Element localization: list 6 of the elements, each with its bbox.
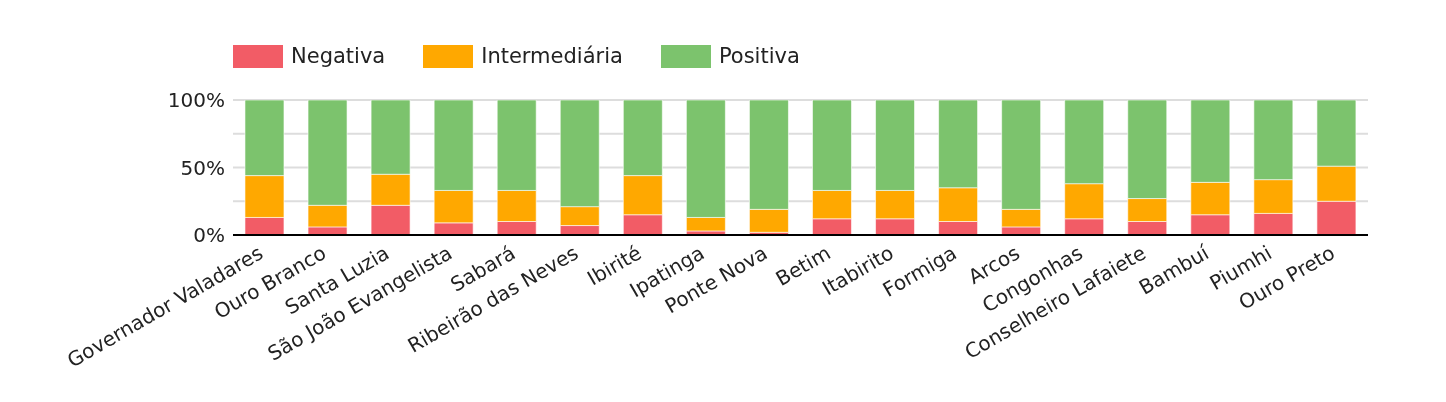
- y-tick-label: 0%: [193, 223, 225, 248]
- y-tick-label: 50%: [180, 155, 225, 180]
- y-tick-label: 100%: [167, 88, 225, 113]
- series-label: Positiva: [718, 44, 800, 68]
- legend-label: Intermediária: [481, 44, 623, 68]
- legend-label: Negativa: [291, 44, 386, 68]
